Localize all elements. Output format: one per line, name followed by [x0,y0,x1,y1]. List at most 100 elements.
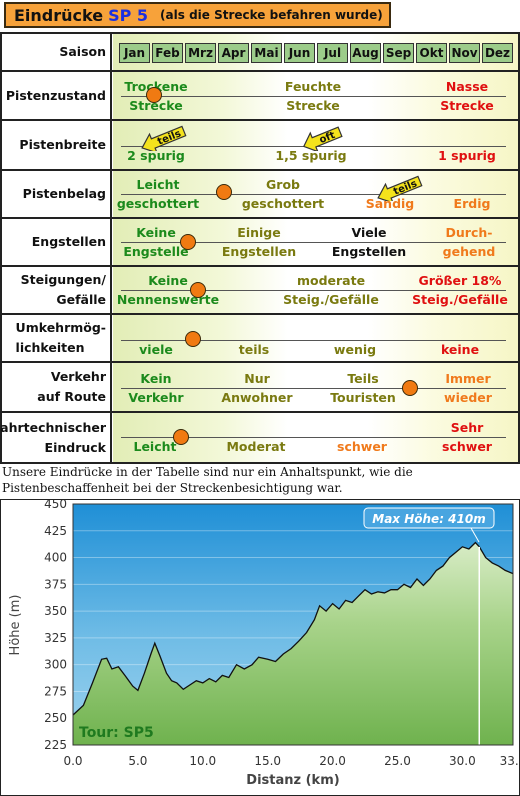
month-jul: Jul [317,43,348,63]
max-height-annotation: Max Höhe: 410m [363,507,495,543]
row-pistenzustand: Pistenzustand Trockene Strecke Feuchte S… [2,72,518,121]
opt-feuchte: Feuchte [284,79,342,94]
month-apr: Apr [218,43,249,63]
pistenzustand-panel: Trockene Strecke Feuchte Strecke Nasse S… [113,72,518,119]
opt-kein-verkehr: Verkehr [128,390,184,405]
x-tick-label: 30.0 [449,754,476,768]
opt-trockene-strecke: Strecke [129,98,183,113]
y-tick-label: 225 [44,738,67,752]
opt-einige-engstellen: Engstellen [221,244,297,259]
month-feb: Feb [152,43,183,63]
row-label-fahrtechnik: Fahrtechnischer Eindruck [0,413,112,462]
disclaimer-note: Unsere Eindrücke in der Tabelle sind nur… [2,465,413,495]
opt-einige: Einige [237,225,281,240]
y-tick-label: 350 [44,604,67,618]
arrow-tag-icon: teils [141,125,187,151]
scale-line [121,437,506,438]
row-label-engstellen: Engstellen [2,219,112,265]
title-code: SP 5 [108,5,149,25]
umkehr-panel: viele teils wenig keine [113,315,518,361]
arrow-tag-icon: oft [303,126,343,151]
opt-durchgehend-1: Durch- [445,225,493,240]
scale-line [121,194,506,195]
x-tick-label: 25.0 [384,754,411,768]
opt-1-spurig: 1 spurig [438,148,496,163]
opt-leicht: Leicht [136,177,180,192]
opt-wenig: wenig [333,342,377,357]
season-panel: Jan Feb Mrz Apr Mai Jun Jul Aug Sep Okt … [113,34,518,70]
opt-groesser-18-steig: Steig./Gefälle [412,292,508,307]
rating-marker [185,331,201,347]
row-umkehr: Umkehrmög-lichkeiten viele teils wenig k… [2,315,518,363]
row-fahrtechnik: Fahrtechnischer Eindruck Leicht Moderat s… [0,413,518,462]
x-axis-label: Distanz (km) [246,773,339,788]
y-axis-ticks: 225 250 275 300 325 350 375 400 425 450 [44,500,67,752]
opt-1-5-spurig: 1,5 spurig [275,148,347,163]
impressions-table: Saison Jan Feb Mrz Apr Mai Jun Jul Aug S… [0,32,520,464]
opt-keine-engstelle: Engstelle [123,244,189,259]
elevation-chart-svg: Max Höhe: 410m Tour: SP5 225 250 275 300 325… [8,500,519,788]
y-tick-label: 450 [44,500,67,511]
y-tick-label: 425 [44,524,67,538]
opt-groesser-18: Größer 18% [418,273,502,288]
scale-line [121,340,506,341]
label-line-2: lichkeiten [15,340,85,355]
month-dez: Dez [482,43,513,63]
opt-teils: teils [238,342,270,357]
row-steigungen: Steigungen/Gefälle Keine Nennenswerte mo… [2,267,518,315]
rating-marker [216,184,232,200]
rating-marker [402,380,418,396]
opt-viele: Viele [351,225,387,240]
row-pistenbelag: Pistenbelag Leicht geschottert Grob gesc… [2,171,518,219]
elevation-area [73,542,513,745]
pistenbreite-panel: 2 spurig 1,5 spurig 1 spurig teils oft [113,121,518,169]
fahrtechnik-panel: Leicht Moderat schwer Sehr schwer [113,413,518,462]
title-main: Eindrücke [14,5,104,25]
label-line-1: Verkehr [50,369,106,384]
x-tick-label: 10.0 [189,754,216,768]
row-label-steigungen: Steigungen/Gefälle [2,267,112,313]
opt-feuchte-strecke: Strecke [286,98,340,113]
y-axis-label: Höhe (m) [8,595,23,656]
row-label-saison: Saison [2,34,112,70]
row-pistenbreite: Pistenbreite 2 spurig 1,5 spurig 1 spuri… [2,121,518,171]
opt-trockene: Trockene [124,79,187,94]
tag-teils-label: teils [392,178,419,197]
opt-sehr-schwer: schwer [442,439,492,454]
opt-keine: Keine [136,225,176,240]
month-mrz: Mrz [185,43,216,63]
opt-immer: Immer [445,371,491,386]
label-line-2: Gefälle [56,292,106,307]
rating-marker [146,87,162,103]
month-okt: Okt [416,43,447,63]
y-tick-label: 325 [44,631,67,645]
opt-immer-wieder: wieder [444,390,492,405]
label-line-2: Eindruck [44,439,106,455]
x-tick-label: 20.0 [319,754,346,768]
row-label-pistenbelag: Pistenbelag [2,171,112,217]
opt-keine: keine [440,342,480,357]
y-tick-label: 400 [44,551,67,565]
x-tick-label: 15.0 [254,754,281,768]
opt-viele-engstellen: Engstellen [331,244,407,259]
month-mai: Mai [251,43,282,63]
plot-frame [72,503,514,746]
month-list: Jan Feb Mrz Apr Mai Jun Jul Aug Sep Okt … [119,43,513,63]
tour-label: Tour: SP5 [79,725,154,741]
engstellen-panel: Keine Engstelle Einige Engstellen Viele … [113,219,518,265]
label-line-1: Steigungen/ [20,272,106,287]
y-tick-label: 250 [44,711,67,725]
scale-line [121,242,506,243]
month-nov: Nov [449,43,480,63]
opt-moderate-steig: Steig./Gefälle [283,292,379,307]
opt-nur: Nur [244,371,270,386]
label-line-2: auf Route [37,389,106,404]
opt-nasse-strecke: Strecke [440,98,494,113]
x-tick-label: 33.9 [500,754,519,768]
opt-moderat: Moderat [226,439,286,454]
label-line-1: Umkehrmög- [15,320,106,335]
opt-keine: Keine [148,273,188,288]
elevation-chart: Max Höhe: 410m Tour: SP5 225 250 275 300 325… [0,499,520,796]
rating-marker [173,429,189,445]
row-label-pistenzustand: Pistenzustand [2,72,112,119]
